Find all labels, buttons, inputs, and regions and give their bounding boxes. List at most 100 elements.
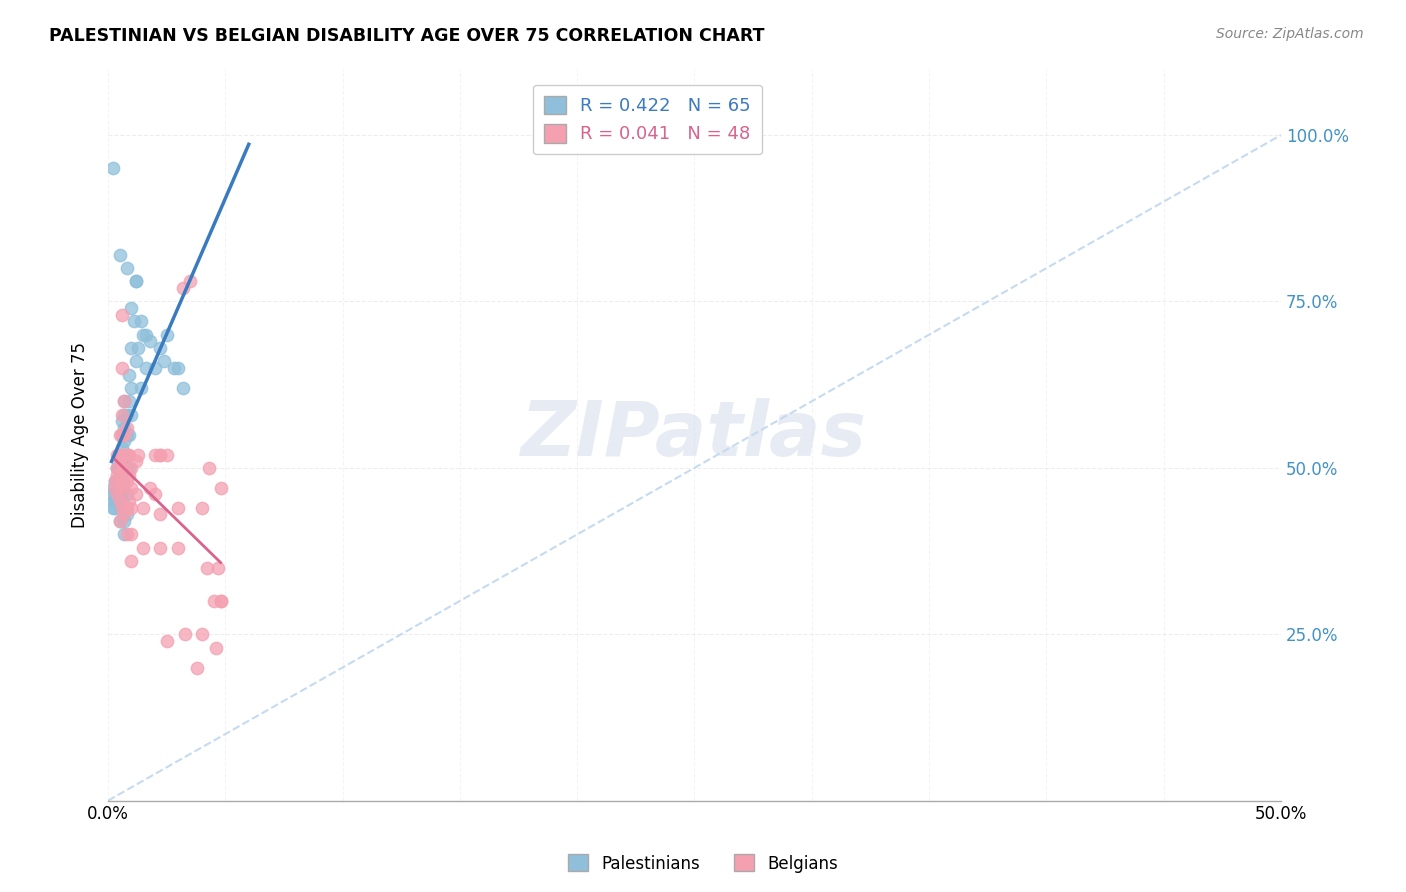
Point bbox=[111, 474, 134, 488]
Point bbox=[129, 314, 152, 328]
Point bbox=[108, 460, 131, 475]
Point bbox=[132, 327, 155, 342]
Point bbox=[112, 460, 135, 475]
Point bbox=[163, 361, 186, 376]
Point bbox=[120, 554, 142, 568]
Point bbox=[115, 421, 138, 435]
Point bbox=[120, 527, 142, 541]
Legend: Palestinians, Belgians: Palestinians, Belgians bbox=[561, 847, 845, 880]
Point bbox=[167, 361, 190, 376]
Point bbox=[112, 394, 135, 409]
Point bbox=[105, 460, 128, 475]
Point bbox=[115, 527, 138, 541]
Point bbox=[104, 500, 127, 515]
Point bbox=[120, 500, 142, 515]
Point bbox=[111, 494, 134, 508]
Point bbox=[105, 448, 128, 462]
Point bbox=[108, 248, 131, 262]
Point bbox=[111, 500, 134, 515]
Point bbox=[115, 487, 138, 501]
Point bbox=[108, 474, 131, 488]
Point bbox=[105, 467, 128, 482]
Point bbox=[112, 408, 135, 422]
Point bbox=[125, 275, 148, 289]
Point bbox=[156, 633, 179, 648]
Point bbox=[112, 434, 135, 449]
Text: PALESTINIAN VS BELGIAN DISABILITY AGE OVER 75 CORRELATION CHART: PALESTINIAN VS BELGIAN DISABILITY AGE OV… bbox=[49, 27, 765, 45]
Point bbox=[112, 527, 135, 541]
Point bbox=[101, 500, 124, 515]
Point bbox=[115, 261, 138, 276]
Point bbox=[115, 427, 138, 442]
Point bbox=[115, 408, 138, 422]
Point bbox=[101, 494, 124, 508]
Point bbox=[125, 454, 148, 468]
Point bbox=[135, 327, 157, 342]
Point bbox=[104, 487, 127, 501]
Point bbox=[205, 640, 228, 655]
Point bbox=[118, 448, 141, 462]
Point bbox=[112, 448, 135, 462]
Point bbox=[191, 627, 214, 641]
Point bbox=[149, 448, 172, 462]
Point bbox=[104, 474, 127, 488]
Point bbox=[115, 474, 138, 488]
Point bbox=[174, 627, 197, 641]
Point bbox=[112, 421, 135, 435]
Point bbox=[186, 660, 208, 674]
Point bbox=[149, 448, 172, 462]
Point bbox=[108, 481, 131, 495]
Text: Source: ZipAtlas.com: Source: ZipAtlas.com bbox=[1216, 27, 1364, 41]
Point bbox=[209, 481, 232, 495]
Point bbox=[112, 514, 135, 528]
Point bbox=[105, 487, 128, 501]
Point bbox=[115, 500, 138, 515]
Point bbox=[120, 481, 142, 495]
Point bbox=[125, 275, 148, 289]
Point bbox=[108, 448, 131, 462]
Point bbox=[127, 341, 149, 355]
Y-axis label: Disability Age Over 75: Disability Age Over 75 bbox=[72, 342, 89, 527]
Point bbox=[111, 414, 134, 428]
Point bbox=[191, 500, 214, 515]
Point bbox=[111, 448, 134, 462]
Point bbox=[135, 361, 157, 376]
Point bbox=[202, 594, 225, 608]
Point bbox=[101, 481, 124, 495]
Point bbox=[108, 448, 131, 462]
Point bbox=[125, 354, 148, 368]
Point bbox=[115, 448, 138, 462]
Point bbox=[115, 448, 138, 462]
Point bbox=[179, 275, 201, 289]
Text: ZIPatlas: ZIPatlas bbox=[522, 398, 868, 472]
Point bbox=[122, 314, 145, 328]
Point bbox=[129, 381, 152, 395]
Point bbox=[112, 394, 135, 409]
Point bbox=[172, 281, 194, 295]
Point bbox=[125, 487, 148, 501]
Point bbox=[153, 354, 176, 368]
Point bbox=[111, 427, 134, 442]
Point bbox=[149, 541, 172, 555]
Point bbox=[198, 460, 221, 475]
Point bbox=[143, 487, 166, 501]
Point bbox=[105, 460, 128, 475]
Point bbox=[111, 361, 134, 376]
Point bbox=[120, 301, 142, 315]
Point bbox=[118, 460, 141, 475]
Point bbox=[111, 441, 134, 455]
Point bbox=[108, 467, 131, 482]
Point bbox=[118, 368, 141, 382]
Point bbox=[139, 334, 162, 349]
Point bbox=[118, 394, 141, 409]
Point bbox=[118, 494, 141, 508]
Point bbox=[108, 454, 131, 468]
Point bbox=[115, 508, 138, 522]
Point bbox=[105, 487, 128, 501]
Legend: R = 0.422   N = 65, R = 0.041   N = 48: R = 0.422 N = 65, R = 0.041 N = 48 bbox=[533, 85, 762, 154]
Point bbox=[120, 408, 142, 422]
Point bbox=[172, 381, 194, 395]
Point bbox=[120, 460, 142, 475]
Point bbox=[108, 514, 131, 528]
Point bbox=[104, 481, 127, 495]
